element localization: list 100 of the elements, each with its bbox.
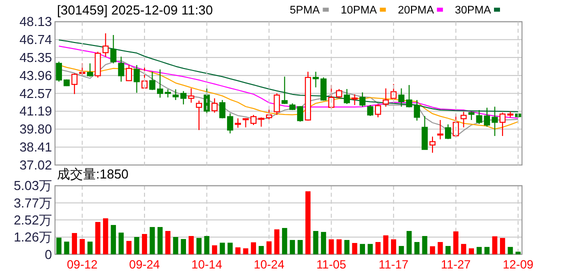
bar	[406, 230, 412, 254]
bar	[461, 244, 466, 254]
bar	[72, 233, 78, 254]
bar	[375, 242, 381, 254]
candlestick	[274, 92, 280, 116]
y-tick-label: 43.96	[19, 68, 52, 83]
candlestick	[367, 104, 374, 116]
x-tick-label: 11-05	[316, 257, 347, 272]
candlestick	[71, 72, 78, 95]
candlestick	[211, 98, 218, 114]
bar	[313, 230, 318, 254]
bar	[250, 242, 256, 254]
bar	[56, 238, 62, 254]
candlestick	[234, 118, 241, 128]
bar	[220, 242, 225, 254]
y-tick-label: 3.77万	[14, 195, 52, 210]
y-tick-label: 48.13	[19, 14, 52, 30]
bar	[328, 239, 334, 254]
bar	[243, 248, 248, 254]
legend-label: 30PMA	[454, 4, 492, 17]
bar	[95, 222, 100, 254]
bar	[305, 191, 311, 254]
bar	[188, 236, 194, 254]
bar	[422, 236, 428, 254]
x-tick-label: 11-17	[378, 257, 409, 272]
y-tick-label: 39.80	[19, 122, 52, 137]
candlestick	[172, 88, 179, 100]
candlestick	[94, 51, 101, 78]
x-tick-label: 11-27	[440, 257, 472, 272]
bar	[64, 242, 70, 254]
candlestick	[444, 124, 452, 140]
legend-label: 20PMA	[398, 4, 435, 17]
bar	[391, 239, 396, 254]
bar	[235, 247, 240, 254]
bar	[468, 248, 474, 254]
bar	[150, 227, 155, 254]
x-tick-label: 10-24	[254, 257, 285, 272]
bar	[383, 235, 388, 254]
candlestick	[86, 62, 94, 78]
bar	[445, 246, 451, 254]
y-tick-label: 5.03万	[14, 178, 52, 194]
bar	[430, 246, 436, 254]
bar	[266, 241, 272, 254]
bar	[212, 245, 218, 254]
chart-title: [301459] 2025-12-09 11:30	[57, 2, 213, 18]
bar	[87, 242, 93, 254]
candlestick	[422, 115, 428, 150]
candlestick	[134, 64, 140, 94]
bar	[118, 232, 124, 254]
bar	[414, 242, 420, 254]
x-tick-label: 10-14	[191, 257, 222, 272]
bar	[492, 236, 498, 254]
candlestick	[196, 100, 202, 131]
chart-title: 成交量:1850	[57, 166, 129, 182]
bar	[368, 244, 373, 254]
y-tick-label: 45.35	[19, 50, 52, 66]
bar	[398, 246, 404, 254]
candlestick	[352, 94, 358, 106]
bar	[180, 239, 186, 254]
bar	[228, 242, 233, 254]
bar	[204, 236, 210, 254]
legend-label: 5PMA	[290, 4, 320, 17]
bar	[173, 236, 178, 254]
y-tick-label: 1.26万	[14, 230, 52, 245]
bar	[103, 218, 108, 254]
y-tick-label: 46.74	[19, 32, 52, 48]
bar	[282, 228, 288, 254]
candlestick	[126, 64, 132, 82]
bar	[500, 238, 506, 254]
candlestick	[102, 32, 109, 58]
y-tick-label: 38.41	[19, 140, 52, 155]
bar	[516, 252, 521, 254]
candlestick	[437, 119, 444, 140]
bar	[165, 230, 170, 254]
candlestick	[374, 104, 382, 118]
bar	[110, 224, 116, 254]
x-tick-label: 09-24	[129, 257, 160, 272]
bar	[484, 246, 490, 254]
candlestick	[414, 99, 420, 122]
y-tick-label: 42.57	[19, 86, 52, 101]
bar	[126, 240, 132, 254]
bar	[290, 240, 295, 254]
bar	[320, 232, 326, 254]
candlestick	[344, 88, 350, 104]
candlestick	[382, 88, 389, 108]
candlestick	[282, 76, 288, 104]
candlestick	[429, 136, 436, 154]
candlestick	[460, 111, 467, 128]
bar	[134, 236, 140, 254]
y-tick-label: 37.02	[19, 158, 52, 172]
candlestick	[188, 88, 194, 104]
bar	[344, 240, 350, 254]
y-tick-label: 41.19	[19, 104, 52, 119]
bar	[158, 227, 163, 254]
bar	[476, 246, 482, 254]
bar	[258, 246, 264, 254]
candlestick	[180, 90, 186, 105]
x-tick-label: 09-12	[66, 257, 98, 272]
bar	[438, 242, 443, 254]
bar	[360, 244, 366, 254]
